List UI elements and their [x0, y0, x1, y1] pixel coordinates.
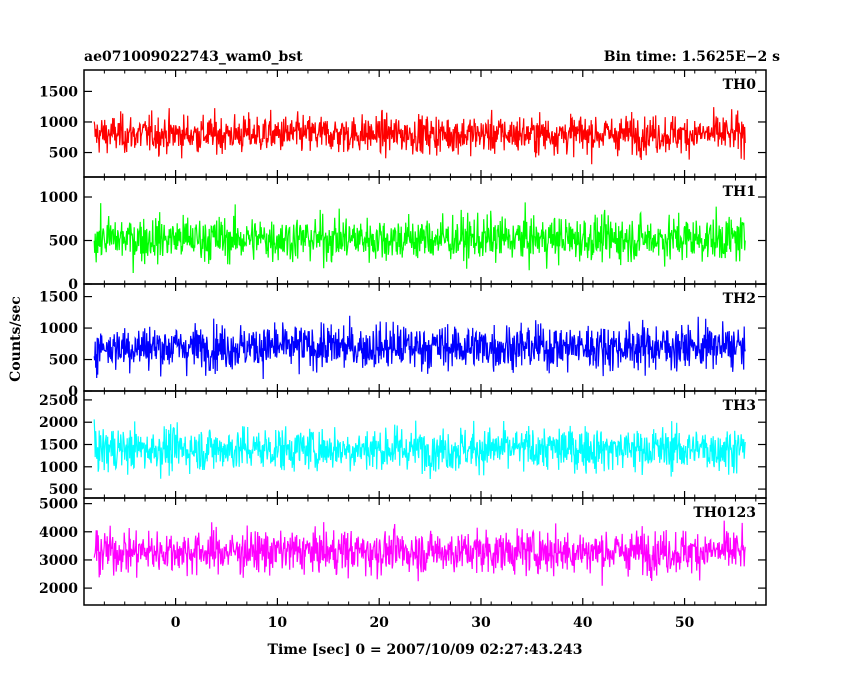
x-tick-label: 50 — [675, 615, 695, 631]
y-tick-label: 1500 — [39, 290, 78, 306]
series-th0123-line — [93, 520, 746, 586]
y-tick-label: 1000 — [39, 190, 78, 206]
panel-th3: 500 1000 1500 2000 2500 TH3 — [39, 390, 767, 499]
panel-name-label: TH2 — [723, 291, 756, 307]
series-th2-line — [93, 315, 746, 380]
series-th1-line — [93, 202, 746, 274]
y-tick-label: 4000 — [39, 525, 78, 541]
series-th3-line — [93, 419, 746, 480]
y-tick-label: 500 — [49, 146, 78, 162]
y-tick-label: 2500 — [39, 393, 78, 409]
y-tick-label: 3000 — [39, 553, 78, 569]
panel-name-label: TH3 — [723, 398, 756, 414]
y-tick-label: 2000 — [39, 415, 78, 431]
y-tick-label: 500 — [49, 482, 78, 498]
y-tick-label: 2000 — [39, 581, 78, 597]
panel-name-label: TH0123 — [693, 505, 756, 521]
panel-th0123: 2000 3000 4000 5000 TH0123 — [39, 497, 767, 606]
y-tick-label: 1000 — [39, 460, 78, 476]
x-tick-label: 40 — [573, 615, 593, 631]
panel-name-label: TH0 — [723, 77, 757, 93]
y-tick-label: 1000 — [39, 321, 78, 337]
panel-th1: 0 500 1000 TH1 — [39, 176, 767, 293]
y-tick-label: 1500 — [39, 84, 78, 100]
x-tick-label: 0 — [171, 615, 181, 631]
panel-th0: 500 1000 1500 TH0 — [39, 69, 767, 178]
x-tick-label: 10 — [268, 615, 288, 631]
chart-title: ae071009022743_wam0_bst — [84, 49, 303, 65]
panel-frame — [83, 497, 767, 606]
y-tick-label: 5000 — [39, 497, 78, 513]
series-th0-line — [93, 107, 746, 165]
y-axis-label: Counts/sec — [8, 296, 24, 382]
y-tick-label: 500 — [49, 353, 78, 369]
bin-time-label: Bin time: 1.5625E−2 s — [604, 49, 780, 65]
panel-frame — [83, 69, 767, 178]
panel-th2: 0 500 1000 1500 TH2 — [39, 283, 767, 400]
y-tick-label: 500 — [49, 234, 78, 250]
y-tick-label: 0 — [68, 277, 78, 293]
x-tick-label: 20 — [369, 615, 389, 631]
x-tick-label: 30 — [471, 615, 491, 631]
y-tick-label: 1000 — [39, 115, 78, 131]
x-axis-label: Time [sec] 0 = 2007/10/09 02:27:43.243 — [268, 642, 583, 658]
y-tick-label: 0 — [68, 384, 78, 400]
panel-name-label: TH1 — [723, 184, 756, 200]
y-tick-label: 1500 — [39, 438, 78, 454]
